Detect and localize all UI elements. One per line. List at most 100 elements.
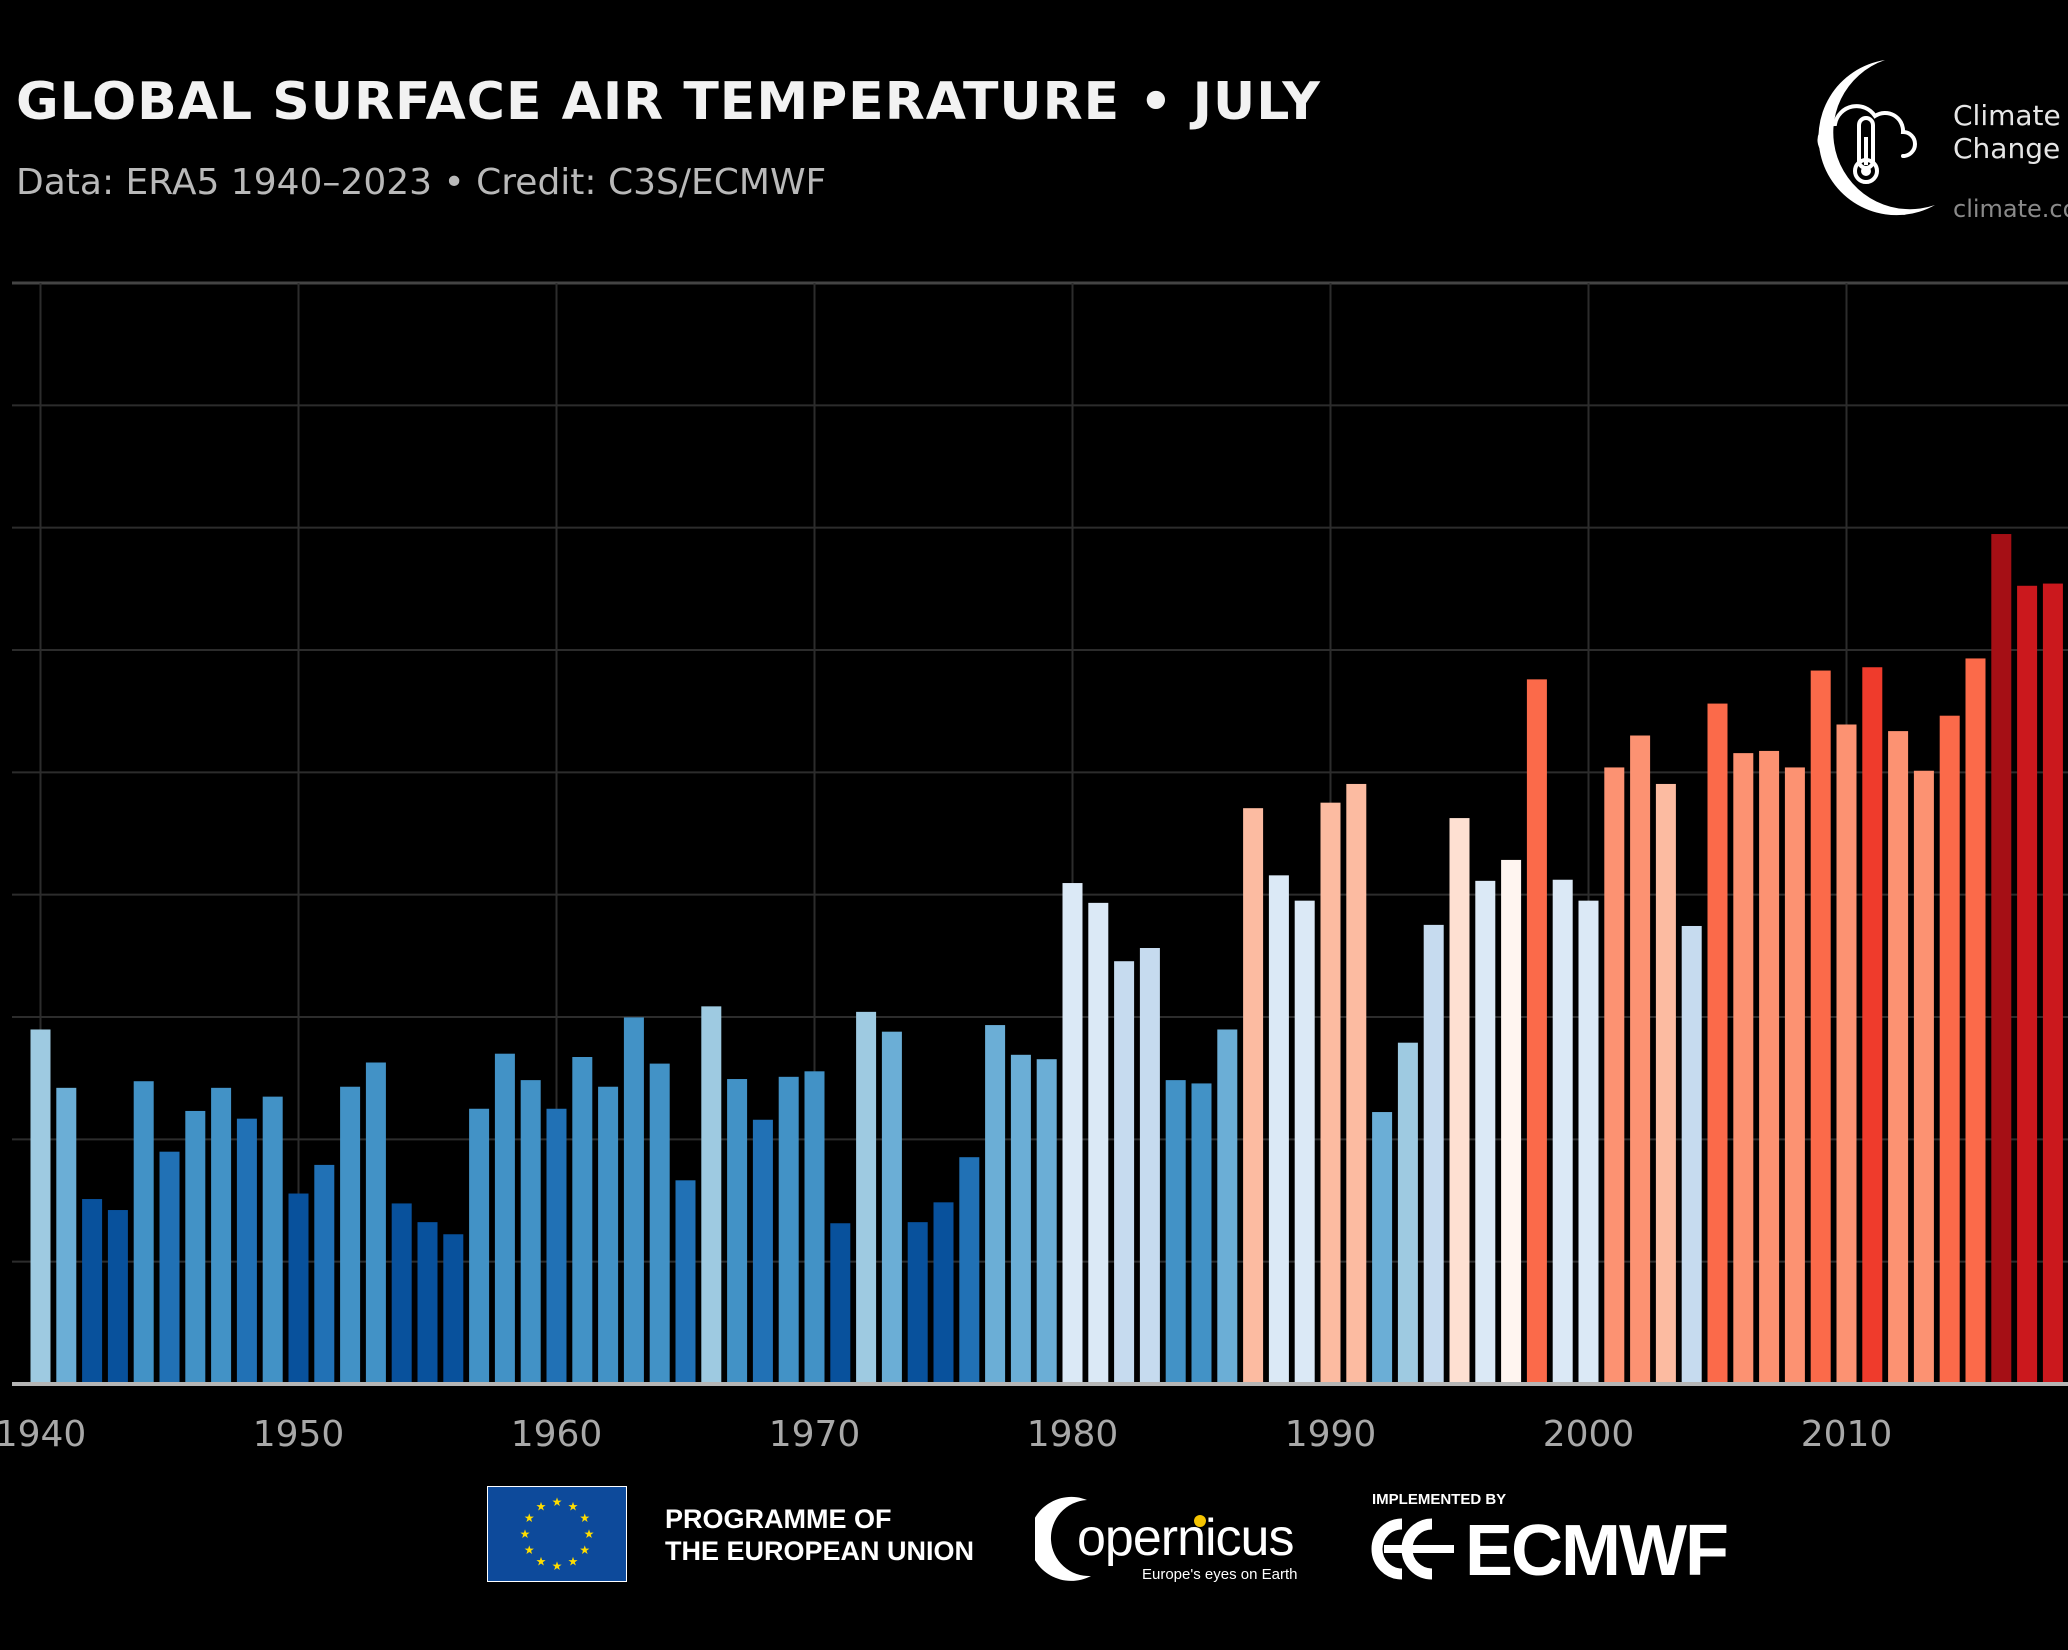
x-tick-label: 1990 [1285, 1414, 1377, 1455]
x-tick-label: 1980 [1027, 1414, 1119, 1455]
bar-1965 [675, 1180, 696, 1384]
bar-1978 [1010, 1054, 1031, 1384]
ecmwf-implemented-label: IMPLEMENTED BY [1372, 1491, 1507, 1508]
bar-1989 [1294, 900, 1315, 1384]
bar-2014 [1939, 715, 1960, 1384]
bar-2012 [1888, 731, 1909, 1384]
bar-1974 [907, 1222, 928, 1384]
bar-2017 [2017, 585, 2038, 1384]
bar-1983 [1139, 948, 1160, 1384]
bar-1961 [572, 1057, 593, 1384]
bar-1968 [752, 1119, 773, 1384]
copernicus-sun-icon [1194, 1515, 1206, 1527]
copernicus-tagline: Europe's eyes on Earth [1142, 1566, 1298, 1583]
bar-1948 [236, 1118, 257, 1384]
eu-star-icon: ★ [568, 1499, 579, 1513]
bar-1993 [1397, 1042, 1418, 1384]
bar-1949 [262, 1096, 283, 1384]
bar-1960 [546, 1108, 567, 1384]
bar-2010 [1836, 724, 1857, 1384]
c3s-logo-line1: Climate [1953, 99, 2061, 132]
c3s-logo-line2: Change [1953, 132, 2061, 165]
eu-star-icon: ★ [536, 1499, 547, 1513]
bar-1979 [1036, 1059, 1057, 1384]
bar-1972 [856, 1011, 877, 1384]
eu-star-icon: ★ [520, 1527, 531, 1541]
bar-1953 [365, 1062, 386, 1384]
bar-1996 [1475, 880, 1496, 1384]
bar-1950 [288, 1193, 309, 1384]
bar-2011 [1862, 667, 1883, 1384]
bar-1982 [1114, 961, 1135, 1384]
copernicus-c-icon [1035, 1496, 1091, 1581]
chart-subtitle: Data: ERA5 1940–2023 • Credit: C3S/ECMWF [16, 162, 827, 203]
eu-star-icon: ★ [524, 1543, 535, 1557]
bar-2013 [1913, 770, 1934, 1384]
bar-2018 [2042, 583, 2063, 1384]
bar-1995 [1449, 818, 1470, 1384]
bar-1988 [1268, 875, 1289, 1384]
bar-1966 [701, 1006, 722, 1384]
chart-title: GLOBAL SURFACE AIR TEMPERATURE • JULY [16, 72, 1321, 132]
eu-star-icon: ★ [552, 1559, 563, 1573]
eu-flag-icon: ★★★★★★★★★ ★ ★★ [487, 1486, 627, 1582]
c3s-logo-url: climate.co [1953, 195, 2068, 223]
ecmwf-wordmark: ECMWF [1465, 1511, 1729, 1591]
bar-1999 [1552, 879, 1573, 1384]
bar-1947 [211, 1087, 232, 1384]
eu-star-icon: ★ [584, 1527, 595, 1541]
bar-2004 [1681, 925, 1702, 1384]
bar-chart: 194019501960197019801990200020102 [0, 281, 2068, 1455]
bar-1981 [1088, 902, 1109, 1384]
bar-2001 [1604, 767, 1625, 1384]
bar-1976 [959, 1157, 980, 1384]
bar-1956 [443, 1234, 464, 1384]
bar-2008 [1784, 767, 1805, 1384]
bar-1959 [520, 1080, 541, 1384]
bar-1943 [107, 1210, 128, 1384]
x-tick-label: 1950 [253, 1414, 345, 1455]
c3s-crescent-icon [1817, 60, 1935, 216]
bar-2003 [1655, 783, 1676, 1384]
climate-change-service-logo: Climate Change climate.co [1785, 55, 2068, 230]
bar-2015 [1965, 658, 1986, 1384]
bar-1952 [340, 1086, 361, 1384]
eu-star-icon: ★ [524, 1511, 535, 1525]
bar-1970 [804, 1071, 825, 1384]
bar-1957 [469, 1108, 490, 1384]
bar-1955 [417, 1222, 438, 1384]
x-tick-label: 1940 [0, 1414, 86, 1455]
bar-1944 [133, 1081, 154, 1384]
bar-1954 [391, 1203, 412, 1384]
bar-1941 [56, 1087, 77, 1384]
bar-1971 [830, 1223, 851, 1384]
ecmwf-mark-icon [1371, 1518, 1454, 1580]
bar-1990 [1320, 802, 1341, 1384]
chart-bars [30, 534, 2063, 1384]
bar-2006 [1733, 753, 1754, 1384]
eu-star-icon: ★ [568, 1555, 579, 1569]
eu-programme-line1: PROGRAMME OF [665, 1504, 892, 1534]
bar-2009 [1810, 670, 1831, 1384]
bar-1969 [778, 1076, 799, 1384]
bar-1967 [727, 1079, 748, 1384]
bar-1997 [1501, 859, 1522, 1384]
bar-1998 [1526, 679, 1547, 1384]
bar-1985 [1191, 1083, 1212, 1384]
eu-star-icon: ★ [579, 1543, 590, 1557]
bar-1975 [933, 1202, 954, 1384]
bar-1977 [985, 1025, 1006, 1384]
bar-1951 [314, 1164, 335, 1384]
bar-2005 [1707, 703, 1728, 1384]
bar-1945 [159, 1151, 180, 1384]
copernicus-wordmark: opernicus [1077, 1509, 1294, 1567]
copernicus-logo: opernicus Europe's eyes on Earth [1035, 1488, 1298, 1588]
x-tick-label: 1970 [769, 1414, 861, 1455]
bar-1962 [598, 1086, 619, 1384]
bar-1986 [1217, 1029, 1238, 1384]
bar-1987 [1243, 808, 1264, 1384]
bar-1992 [1372, 1112, 1393, 1384]
bar-1984 [1165, 1080, 1186, 1384]
bar-1964 [649, 1063, 670, 1384]
bar-1980 [1062, 883, 1083, 1384]
